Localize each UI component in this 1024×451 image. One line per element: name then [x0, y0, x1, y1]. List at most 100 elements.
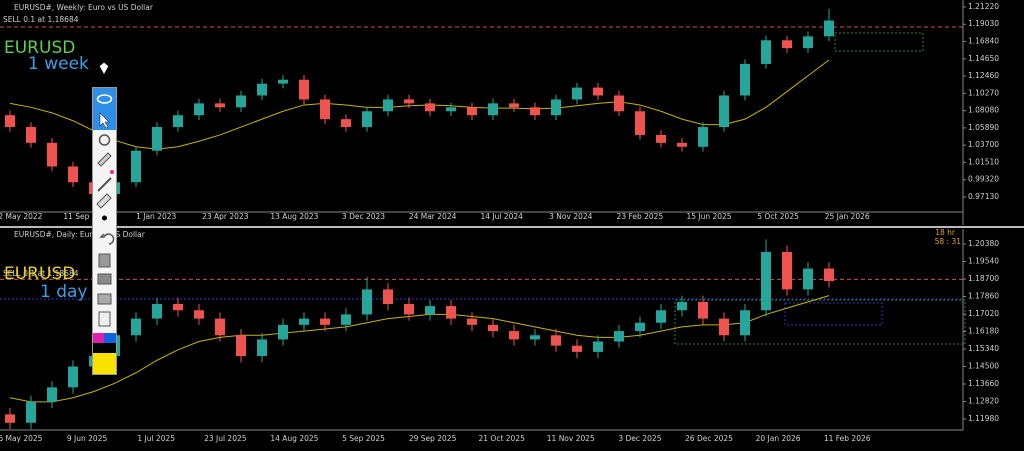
candle-body [383, 99, 393, 112]
candle-body [215, 318, 225, 336]
candle-body [803, 268, 813, 290]
y-tick-label: 1.19030 [968, 19, 999, 28]
x-tick-label: 11 Feb 2026 [824, 434, 871, 443]
x-tick-label: 1 Jan 2023 [136, 212, 176, 221]
chart-title: EURUSD#, Daily: Euro vs US Dollar [14, 230, 146, 239]
candle-body [551, 99, 561, 116]
color-swatch[interactable] [93, 353, 116, 374]
candle-body [257, 339, 267, 357]
candle-body [362, 289, 372, 315]
candle-body [47, 387, 57, 402]
candle-body [803, 36, 813, 49]
x-tick-label: 25 Jan 2026 [825, 212, 870, 221]
candle-body [677, 142, 687, 147]
candle-body [719, 95, 729, 128]
x-tick-label: 14 Jul 2024 [480, 212, 523, 221]
candle-body [551, 335, 561, 346]
y-tick-label: 1.05890 [968, 123, 999, 132]
candle-body [131, 150, 141, 183]
candle-body [719, 318, 729, 336]
eraser-tool[interactable] [96, 193, 112, 209]
eye-tool[interactable] [93, 88, 116, 110]
color-swatch[interactable] [104, 333, 116, 343]
candle-body [194, 310, 204, 319]
candle-body [68, 366, 78, 388]
y-tick-label: 1.21220 [968, 2, 999, 11]
candle-body [467, 318, 477, 325]
candle-body [635, 111, 645, 135]
hide-tool[interactable] [98, 134, 111, 146]
y-tick-label: 1.16840 [968, 37, 999, 46]
x-tick-label: 13 Aug 2023 [270, 212, 318, 221]
y-tick-label: 1.14650 [968, 54, 999, 63]
y-tick-label: 1.08080 [968, 106, 999, 115]
candle-body [362, 111, 372, 128]
y-tick-label: 1.10270 [968, 88, 999, 97]
zone-box [834, 32, 924, 52]
candle-body [446, 107, 456, 112]
candle-body [530, 335, 540, 340]
candle-body [131, 318, 141, 336]
color-swatch[interactable] [93, 333, 104, 343]
clipboard-tool[interactable] [98, 311, 111, 327]
y-tick-label: 1.12820 [968, 397, 999, 406]
x-tick-label: 21 Oct 2025 [479, 434, 526, 443]
x-tick-label: 22 May 2022 [0, 212, 43, 221]
color-swatch[interactable] [104, 343, 116, 353]
pencil-tool[interactable] [97, 152, 112, 167]
candle-body [593, 87, 603, 96]
candle-body [26, 401, 36, 423]
color-swatch[interactable] [93, 343, 104, 353]
candle-body [761, 251, 771, 311]
candle-body [614, 95, 624, 112]
y-tick-label: 1.17860 [968, 292, 999, 301]
y-tick-label: 1.11980 [968, 414, 999, 423]
y-tick-label: 0.97130 [968, 192, 999, 201]
candle-body [698, 127, 708, 147]
screenshot-tool[interactable] [97, 293, 112, 305]
order-label: SELL 0.1 at 1.18684 [3, 15, 79, 24]
x-tick-label: 20 Jan 2026 [756, 434, 801, 443]
x-tick-label: 23 Apr 2023 [202, 212, 249, 221]
dot-tool[interactable] [102, 215, 107, 221]
candle-body [782, 40, 792, 49]
line-tool[interactable] [97, 177, 112, 192]
candle-body [425, 103, 435, 112]
delete-tool[interactable] [98, 253, 111, 268]
color-dot [110, 170, 114, 174]
candle-body [530, 107, 540, 116]
candle-body [572, 345, 582, 352]
candle-body [173, 115, 183, 128]
candle-body [635, 322, 645, 332]
candle-body [194, 103, 204, 116]
y-tick-label: 0.99320 [968, 175, 999, 184]
candle-body [68, 166, 78, 183]
x-tick-label: 24 Mar 2024 [409, 212, 457, 221]
candle-body [740, 310, 750, 336]
candle-body [740, 63, 750, 96]
x-tick-label: 3 Dec 2025 [618, 434, 661, 443]
x-tick-label: 1 Jul 2025 [137, 434, 175, 443]
x-tick-label: 29 Sep 2025 [409, 434, 457, 443]
x-tick-label: 11 Nov 2025 [547, 434, 595, 443]
candle-body [5, 115, 15, 128]
y-tick-label: 1.19540 [968, 257, 999, 266]
candle-body [488, 324, 498, 332]
y-tick-label: 1.14500 [968, 362, 999, 371]
candle-body [446, 306, 456, 319]
candle-body [509, 103, 519, 108]
candle-body [5, 414, 15, 423]
print-tool[interactable] [97, 273, 112, 285]
candle-body [299, 318, 309, 325]
candle-body [824, 20, 834, 37]
candle-body [572, 87, 582, 100]
candle-body [698, 301, 708, 319]
y-tick-label: 1.03700 [968, 140, 999, 149]
moving-average [9, 295, 830, 403]
moving-average [9, 59, 830, 150]
candle-body [320, 99, 330, 120]
undo-tool[interactable] [99, 233, 115, 245]
candle-body [236, 95, 246, 108]
